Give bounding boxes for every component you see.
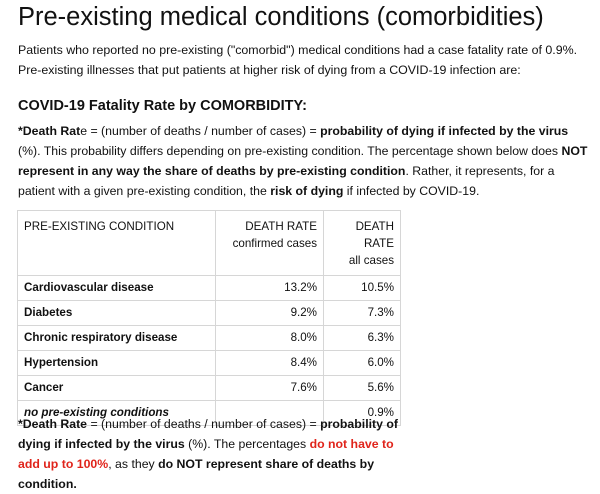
header-confirmed-top: DEATH RATE: [245, 220, 317, 233]
row-condition: no pre-existing conditions: [17, 400, 216, 426]
row-confirmed: 9.2%: [215, 300, 324, 326]
definition-paragraph: *Death Rate = (number of deaths / number…: [18, 121, 593, 201]
header-all-sub: all cases: [348, 254, 394, 267]
row-condition: Diabetes: [17, 300, 216, 326]
def-bold-not-represent: NOT represent in any way the share of de…: [18, 144, 588, 178]
table-row: Hypertension 8.4% 6.0%: [17, 350, 401, 376]
foot-text-3: , as they: [108, 457, 159, 471]
row-all: 6.0%: [323, 350, 401, 376]
header-confirmed: DEATH RATE confirmed cases: [215, 210, 324, 276]
row-confirmed: 13.2%: [215, 275, 324, 301]
row-all: 5.6%: [323, 375, 401, 401]
def-bold-probability: probability of dying if infected by the …: [320, 124, 569, 138]
header-all: DEATH RATE all cases: [323, 210, 401, 276]
row-condition: Hypertension: [17, 350, 216, 376]
def-term: *Death Rat: [18, 124, 81, 138]
def-text-2: (%). This probability differs depending …: [18, 144, 562, 158]
foot-bold-not-share: do NOT represent share of deaths by cond…: [18, 457, 375, 491]
row-condition: Cancer: [17, 375, 216, 401]
intro-line-1: Patients who reported no pre-existing ("…: [18, 43, 578, 57]
row-all: 7.3%: [323, 300, 401, 326]
row-confirmed: 8.0%: [215, 325, 324, 351]
row-all: 6.3%: [323, 325, 401, 351]
def-text-3: . Rather, it represents, for a patient w…: [18, 164, 555, 198]
table-row: Cardiovascular disease 13.2% 10.5%: [17, 275, 401, 301]
row-condition: Chronic respiratory disease: [17, 325, 216, 351]
row-confirmed: 8.4%: [215, 350, 324, 376]
foot-red-highlight: do not have to add up to 100%: [18, 437, 394, 471]
def-text-4: if infected by COVID-19.: [343, 184, 480, 198]
def-bold-risk: risk of dying: [270, 184, 344, 198]
intro-paragraph: Patients who reported no pre-existing ("…: [18, 40, 593, 80]
row-confirmed: [215, 400, 324, 426]
table-header-row: PRE-EXISTING CONDITION DEATH RATE confir…: [17, 210, 401, 276]
def-text-1: e = (number of deaths / number of cases)…: [80, 124, 321, 138]
table-row: Cancer 7.6% 5.6%: [17, 375, 401, 401]
row-condition: Cardiovascular disease: [17, 275, 216, 301]
section-heading: COVID-19 Fatality Rate by COMORBIDITY:: [18, 98, 307, 114]
footnote-paragraph: *Death Rate = (number of deaths / number…: [18, 414, 403, 494]
intro-line-2: Pre-existing illnesses that put patients…: [18, 63, 521, 77]
table-row: Chronic respiratory disease 8.0% 6.3%: [17, 325, 401, 351]
table-row: no pre-existing conditions 0.9%: [17, 400, 401, 426]
row-confirmed: 7.6%: [215, 375, 324, 401]
foot-bold-probability: probability of dying if infected by the …: [18, 417, 398, 451]
header-confirmed-sub: confirmed cases: [232, 237, 317, 250]
row-all: 0.9%: [323, 400, 401, 426]
foot-text-1: = (number of deaths / number of cases) =: [87, 417, 321, 431]
table-row: Diabetes 9.2% 7.3%: [17, 300, 401, 326]
comorbidity-table: PRE-EXISTING CONDITION DEATH RATE confir…: [17, 210, 401, 426]
foot-text-2: (%). The percentages: [184, 437, 310, 451]
row-all: 10.5%: [323, 275, 401, 301]
header-condition: PRE-EXISTING CONDITION: [17, 210, 216, 276]
header-all-top: DEATH RATE: [355, 220, 394, 250]
page-title: Pre-existing medical conditions (comorbi…: [18, 3, 544, 31]
foot-term: *Death Rate: [18, 417, 88, 431]
